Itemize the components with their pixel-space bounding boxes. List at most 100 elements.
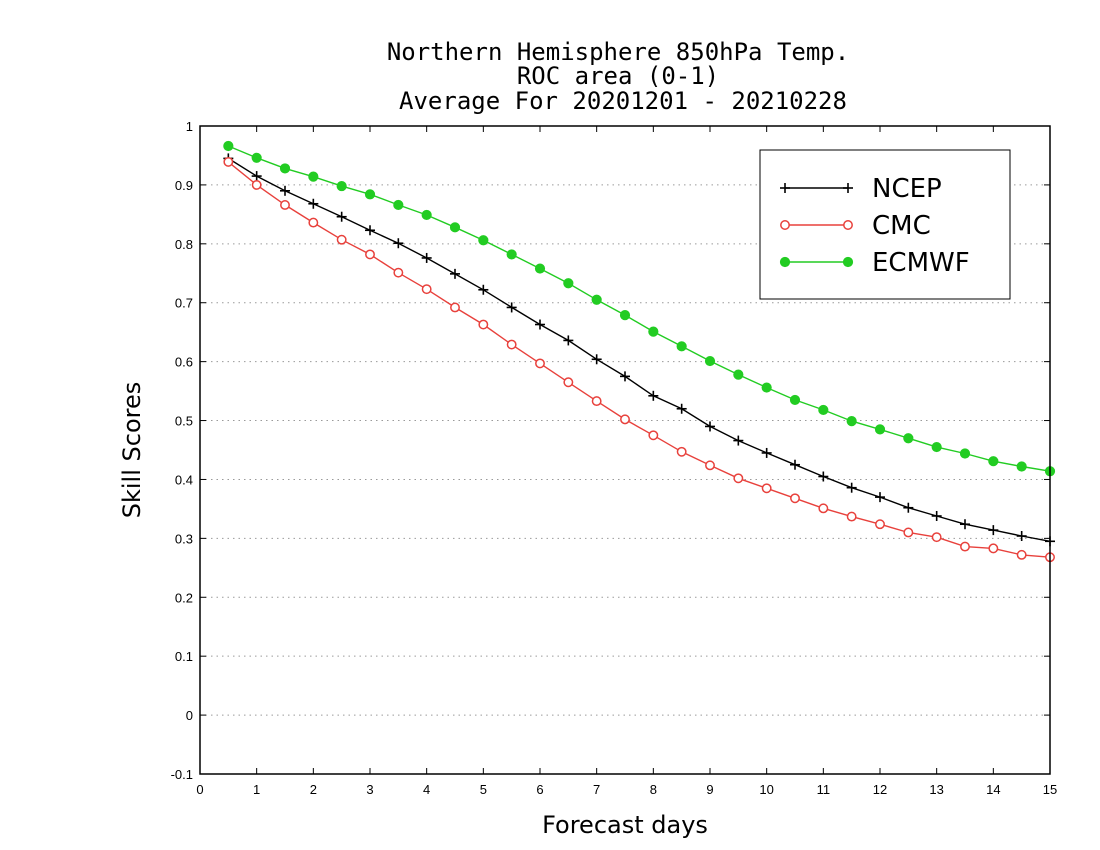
data-point-cmc (308, 217, 319, 228)
data-point-cmc (648, 430, 659, 441)
data-point-ecmwf (931, 441, 942, 453)
data-point-ecmwf (846, 416, 857, 427)
data-point-ncep (478, 284, 489, 295)
data-point-ecmwf (364, 189, 376, 200)
series-ecmwf (223, 140, 1056, 477)
data-point-ncep (903, 502, 914, 513)
data-point-cmc (365, 249, 375, 260)
data-point-ecmwf (506, 249, 517, 260)
data-point-ecmwf (1016, 461, 1027, 472)
y-tick-label: 0.9 (175, 178, 193, 193)
series-layer (223, 140, 1056, 563)
x-tick-label: 5 (480, 782, 487, 797)
data-point-ncep (733, 435, 744, 446)
data-point-cmc (620, 414, 630, 425)
data-point-cmc (960, 541, 970, 552)
data-point-cmc (421, 284, 432, 295)
data-point-ncep (308, 198, 319, 209)
axis-ticks: -0.100.10.20.30.40.50.60.70.80.910 1 2 3 4 5 6… (171, 119, 1058, 797)
data-point-ecmwf (676, 341, 687, 352)
data-point-cmc (705, 460, 715, 471)
x-tick-label: 13 (929, 782, 943, 797)
data-point-cmc (875, 519, 885, 530)
legend-item-cmc: CMC (780, 211, 931, 241)
data-point-ecmwf (591, 294, 602, 305)
data-point-ncep (988, 525, 999, 536)
legend-marker-ecmwf (779, 256, 791, 268)
legend-label-cmc: CMC (872, 211, 931, 241)
data-point-cmc (931, 532, 942, 543)
x-tick-label: 2 (310, 782, 317, 797)
data-point-cmc (336, 234, 347, 245)
y-tick-label: 0.7 (175, 296, 193, 311)
data-point-ncep (280, 185, 290, 196)
data-point-cmc (535, 358, 545, 369)
data-point-ncep (591, 354, 602, 365)
data-point-ncep (450, 268, 460, 279)
data-point-ncep (790, 459, 800, 470)
data-point-ecmwf (704, 355, 716, 367)
data-point-ecmwf (874, 424, 886, 435)
x-tick-label: 10 (759, 782, 773, 797)
data-point-ecmwf (223, 140, 234, 152)
x-tick-label: 11 (817, 782, 831, 797)
data-point-cmc (251, 179, 262, 190)
data-point-ecmwf (449, 222, 461, 233)
data-point-ncep (563, 335, 574, 346)
x-tick-label: 14 (986, 782, 1000, 797)
data-point-ncep (506, 302, 517, 313)
data-point-ecmwf (534, 263, 546, 274)
legend-marker-ncep (780, 183, 790, 193)
legend-marker-cmc (843, 220, 853, 230)
data-point-ncep (535, 319, 545, 330)
data-point-cmc (591, 396, 602, 407)
legend-item-ncep: NCEP (780, 174, 942, 204)
series-line-ncep (227, 157, 1051, 542)
data-point-ecmwf (336, 180, 347, 192)
data-point-ecmwf (988, 456, 999, 467)
x-tick-label: 4 (423, 782, 430, 797)
x-tick-label: 6 (536, 782, 543, 797)
y-tick-label: 0.1 (175, 649, 193, 664)
data-point-ncep (761, 447, 772, 458)
data-point-ncep (648, 390, 659, 401)
y-tick-label: 0 (186, 708, 193, 723)
data-point-cmc (761, 483, 772, 494)
data-point-cmc (988, 543, 999, 554)
data-point-ncep (875, 492, 885, 503)
data-point-ecmwf (251, 152, 262, 163)
x-tick-label: 7 (593, 782, 600, 797)
chart-date-range: Average For 20201201 - 20210228 (399, 87, 847, 115)
data-point-ncep (421, 252, 432, 263)
x-tick-label: 15 (1043, 782, 1057, 797)
data-point-ecmwf (279, 163, 291, 174)
y-tick-label: 1 (186, 119, 193, 134)
legend-marker-cmc (780, 220, 790, 230)
y-tick-label: 0.2 (175, 590, 193, 605)
data-point-cmc (223, 156, 234, 167)
data-point-ecmwf (619, 309, 631, 321)
data-point-cmc (903, 527, 914, 538)
y-tick-label: 0.8 (175, 237, 193, 252)
y-tick-label: 0.5 (175, 414, 193, 429)
data-point-ecmwf (789, 394, 801, 406)
x-tick-label: 1 (253, 782, 260, 797)
x-axis-label: Forecast days (542, 811, 708, 839)
data-point-cmc (563, 377, 574, 388)
data-point-cmc (733, 473, 744, 484)
data-point-ecmwf (478, 235, 489, 246)
data-point-cmc (1016, 549, 1027, 560)
data-point-cmc (676, 446, 687, 457)
data-point-cmc (393, 267, 404, 278)
data-point-ncep (620, 371, 630, 382)
y-tick-label: 0.3 (175, 531, 193, 546)
data-point-cmc (790, 493, 800, 504)
legend-marker-ncep (843, 183, 853, 193)
data-point-ecmwf (308, 171, 319, 182)
data-point-ecmwf (393, 199, 404, 211)
plot-frame (199, 125, 1051, 775)
x-tick-label: 8 (650, 782, 657, 797)
data-point-ncep (705, 421, 715, 432)
data-point-ecmwf (648, 326, 659, 337)
